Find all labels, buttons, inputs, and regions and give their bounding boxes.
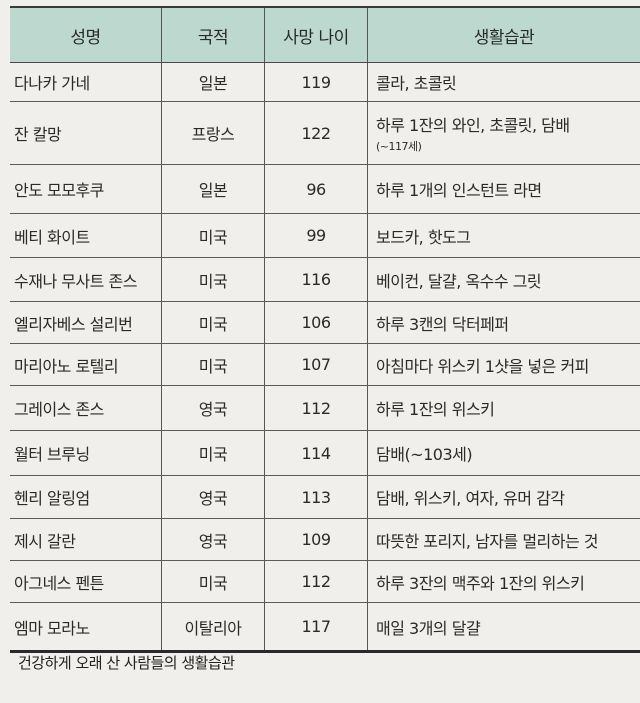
- cell-name: 엘리자베스 설리번: [10, 302, 162, 343]
- table-row: 헨리 알링엄 영국 113 담배, 위스키, 여자, 유머 감각: [10, 476, 640, 519]
- cell-nationality: 미국: [162, 431, 265, 475]
- cell-habit: 담배, 위스키, 여자, 유머 감각: [368, 476, 640, 518]
- cell-habit: 콜라, 초콜릿: [368, 63, 640, 101]
- cell-nationality: 미국: [162, 561, 265, 602]
- cell-age: 113: [265, 476, 368, 518]
- cell-name: 베티 화이트: [10, 214, 162, 257]
- cell-age: 116: [265, 258, 368, 301]
- habit-text: 담배, 위스키, 여자, 유머 감각: [376, 489, 565, 508]
- habit-text: 하루 1잔의 위스키: [376, 400, 495, 419]
- table-row: 다나카 가네 일본 119 콜라, 초콜릿: [10, 63, 640, 102]
- cell-nationality: 미국: [162, 344, 265, 385]
- table-row: 월터 브루닝 미국 114 담배(~103세): [10, 431, 640, 476]
- header-age: 사망 나이: [265, 8, 368, 62]
- table-row: 엠마 모라노 이탈리아 117 매일 3개의 달걀: [10, 603, 640, 653]
- cell-age: 117: [265, 603, 368, 650]
- table-row: 엘리자베스 설리번 미국 106 하루 3캔의 닥터페퍼: [10, 302, 640, 344]
- cell-nationality: 미국: [162, 302, 265, 343]
- cell-age: 112: [265, 561, 368, 602]
- header-habit: 생활습관: [473, 27, 535, 48]
- table-row: 그레이스 존스 영국 112 하루 1잔의 위스키: [10, 386, 640, 431]
- cell-age: 106: [265, 302, 368, 343]
- habit-text: 하루 3캔의 닥터페퍼: [376, 314, 509, 334]
- cell-name: 안도 모모후쿠: [10, 165, 162, 213]
- header-nationality: 국적: [162, 8, 265, 62]
- cell-age: 112: [265, 386, 368, 430]
- habit-text: 매일 3개의 달걀: [376, 618, 481, 638]
- habit-text: 하루 1개의 인스턴트 라면: [376, 181, 542, 200]
- habit-text: 담배(~103세): [376, 445, 473, 464]
- cell-habit: 하루 3캔의 닥터페퍼: [368, 302, 640, 343]
- cell-nationality: 일본: [162, 165, 265, 213]
- cell-age: 114: [265, 431, 368, 475]
- cell-name: 잔 칼망: [10, 102, 162, 164]
- habit-text: 따뜻한 포리지, 남자를 멀리하는 것: [376, 531, 599, 551]
- cell-nationality: 미국: [162, 258, 265, 301]
- table-row: 베티 화이트 미국 99 보드카, 핫도그: [10, 214, 640, 258]
- cell-age: 122: [265, 102, 368, 164]
- cell-habit: 하루 3잔의 맥주와 1잔의 위스키: [368, 561, 640, 602]
- cell-name: 그레이스 존스: [10, 386, 162, 430]
- habit-text: 하루 3잔의 맥주와 1잔의 위스키: [376, 573, 585, 593]
- cell-name: 월터 브루닝: [10, 431, 162, 475]
- cell-nationality: 이탈리아: [162, 603, 265, 650]
- cell-habit: 하루 1잔의 와인, 초콜릿, 담배 (~117세): [368, 102, 640, 164]
- cell-habit: 베이컨, 달걀, 옥수수 그릿: [368, 258, 640, 301]
- table-row: 안도 모모후쿠 일본 96 하루 1개의 인스턴트 라면: [10, 165, 640, 214]
- cell-age: 96: [265, 165, 368, 213]
- cell-habit: 보드카, 핫도그: [368, 214, 640, 257]
- cell-name: 다나카 가네: [10, 63, 162, 101]
- cell-habit: 따뜻한 포리지, 남자를 멀리하는 것: [368, 519, 640, 560]
- cell-nationality: 영국: [162, 476, 265, 518]
- cell-habit: 아침마다 위스키 1샷을 넣은 커피: [368, 344, 640, 385]
- cell-age: 109: [265, 519, 368, 560]
- cell-name: 엠마 모라노: [10, 603, 162, 650]
- cell-nationality: 영국: [162, 519, 265, 560]
- cell-age: 99: [265, 214, 368, 257]
- cell-nationality: 프랑스: [162, 102, 265, 164]
- table-row: 수재나 무사트 존스 미국 116 베이컨, 달걀, 옥수수 그릿: [10, 258, 640, 302]
- cell-age: 107: [265, 344, 368, 385]
- cell-habit: 담배(~103세): [368, 431, 640, 475]
- longevity-table: 성명 국적 사망 나이 생활습관 다나카 가네 일본 119 콜라, 초콜릿 잔 칼망 프…: [10, 6, 640, 653]
- cell-nationality: 영국: [162, 386, 265, 430]
- cell-name: 헨리 알링엄: [10, 476, 162, 518]
- habit-note: (~117세): [376, 140, 422, 153]
- habit-text: 보드카, 핫도그: [376, 227, 471, 247]
- table-row: 제시 갈란 영국 109 따뜻한 포리지, 남자를 멀리하는 것: [10, 519, 640, 561]
- cell-nationality: 미국: [162, 214, 265, 257]
- table-header: 성명 국적 사망 나이 생활습관: [10, 6, 640, 63]
- cell-nationality: 일본: [162, 63, 265, 101]
- cell-name: 마리아노 로텔리: [10, 344, 162, 385]
- cell-age: 119: [265, 63, 368, 101]
- table-row: 잔 칼망 프랑스 122 하루 1잔의 와인, 초콜릿, 담배 (~117세): [10, 102, 640, 165]
- table-row: 마리아노 로텔리 미국 107 아침마다 위스키 1샷을 넣은 커피: [10, 344, 640, 386]
- habit-text: 베이컨, 달걀, 옥수수 그릿: [376, 271, 542, 291]
- cell-habit: 하루 1잔의 위스키: [368, 386, 640, 430]
- header-name: 성명: [10, 8, 162, 62]
- cell-name: 아그네스 펜튼: [10, 561, 162, 602]
- habit-text: 아침마다 위스키 1샷을 넣은 커피: [376, 356, 589, 376]
- table-caption: 건강하게 오래 산 사람들의 생활습관: [18, 654, 235, 672]
- habit-text: 콜라, 초콜릿: [376, 74, 457, 93]
- cell-name: 수재나 무사트 존스: [10, 258, 162, 301]
- cell-habit: 하루 1개의 인스턴트 라면: [368, 165, 640, 213]
- cell-name: 제시 갈란: [10, 519, 162, 560]
- habit-text: 하루 1잔의 와인, 초콜릿, 담배: [376, 116, 570, 135]
- cell-habit: 매일 3개의 달걀: [368, 603, 640, 650]
- table-row: 아그네스 펜튼 미국 112 하루 3잔의 맥주와 1잔의 위스키: [10, 561, 640, 603]
